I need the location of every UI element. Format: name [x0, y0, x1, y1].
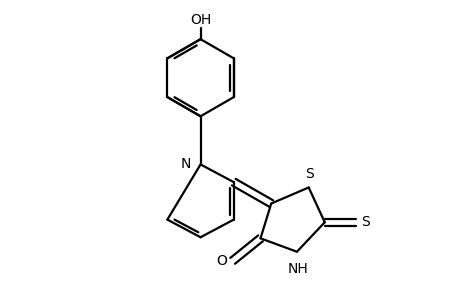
Text: O: O: [216, 254, 227, 268]
Text: NH: NH: [287, 262, 308, 276]
Text: N: N: [180, 158, 190, 172]
Text: S: S: [305, 167, 313, 181]
Text: OH: OH: [190, 14, 211, 27]
Text: S: S: [360, 215, 369, 229]
